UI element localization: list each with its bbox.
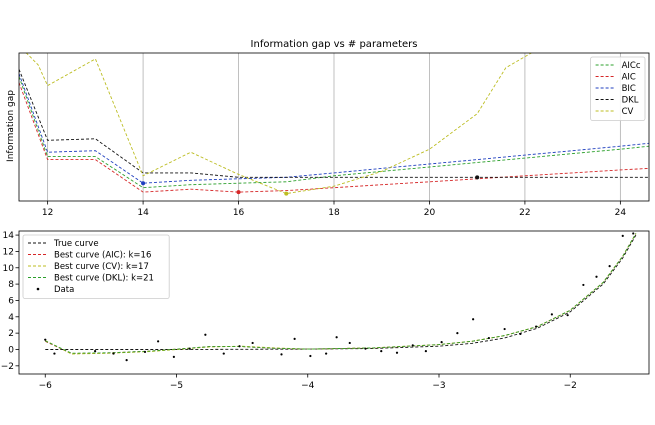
data-point: [172, 355, 175, 358]
minimum-markers: [141, 175, 480, 196]
minimum-marker: [236, 190, 241, 195]
plot-frame: [18, 230, 650, 375]
data-point: [325, 352, 328, 355]
data-point: [411, 344, 414, 347]
data-point: [380, 350, 383, 353]
x-tick-label: 14: [137, 208, 149, 218]
series-line-aic: [19, 82, 649, 193]
x-tick-label: 18: [328, 208, 340, 218]
data-point: [595, 275, 598, 278]
x-tick-label: −2: [564, 381, 577, 391]
series-line-aicc: [19, 76, 649, 189]
data-point: [348, 341, 351, 345]
y-tick-label: 0: [8, 345, 14, 355]
series-line-cv: [25, 53, 533, 195]
data-point: [503, 327, 506, 331]
data-point: [566, 314, 569, 317]
y-tick-label: 4: [8, 313, 14, 323]
data-point: [188, 347, 191, 350]
data-points: [44, 232, 635, 362]
y-tick-label: 8: [8, 280, 14, 290]
legend-label: DKL: [622, 96, 639, 106]
data-point: [621, 234, 624, 238]
legend-label: Data: [54, 285, 74, 295]
legend-label: AICc: [622, 61, 641, 71]
data-point: [364, 347, 367, 350]
data-point: [456, 332, 459, 335]
series-line-best-curve-dkl-k-21: [45, 233, 637, 354]
data-point: [487, 336, 490, 340]
legend-swatch: [36, 287, 40, 291]
data-point: [582, 283, 585, 287]
data-point: [112, 352, 115, 355]
data-point: [222, 352, 225, 355]
x-tick-label: −5: [170, 381, 183, 391]
x-tick-label: −3: [432, 381, 445, 391]
legend-box: [22, 234, 170, 299]
y-tick-label: 2: [8, 329, 14, 339]
data-point: [309, 354, 312, 358]
series-line-true-curve: [45, 234, 637, 350]
legend-label: True curve: [53, 239, 99, 249]
x-tick-label: −4: [301, 381, 315, 391]
legend-box: [590, 56, 646, 121]
y-tick-label: 12: [3, 247, 14, 257]
y-tick-label: 6: [8, 296, 14, 306]
legend-label: Best curve (DKL): k=21: [54, 274, 154, 284]
grid: [47, 53, 621, 201]
x-tick-label: 22: [519, 208, 530, 218]
data-point: [632, 232, 635, 235]
x-tick-label: −6: [39, 381, 53, 391]
data-point: [53, 352, 56, 355]
data-point: [94, 350, 97, 353]
legend-label: AIC: [622, 73, 636, 83]
data-point: [550, 313, 553, 316]
series-line-bic: [19, 73, 649, 184]
data-point: [472, 318, 475, 321]
legend-label: CV: [622, 107, 634, 117]
minimum-marker: [141, 181, 146, 186]
data-point: [424, 350, 427, 353]
curve-fit-chart: −6 −5 −4 −3 −2 −2 0 2 4 6 8 10 12 14 True curve Best …: [1, 230, 650, 391]
data-point: [519, 332, 522, 336]
data-point: [608, 265, 611, 268]
series-line-dkl: [19, 69, 649, 178]
legend-label: Best curve (CV): k=17: [54, 262, 149, 272]
series-lines: [45, 233, 637, 355]
y-tick-label: 10: [3, 264, 15, 274]
x-tick-label: 24: [615, 208, 627, 218]
x-tick-label: 16: [233, 208, 245, 218]
data-point: [143, 350, 147, 354]
legend-label: Best curve (AIC): k=16: [54, 251, 151, 261]
data-point: [125, 359, 128, 362]
data-point: [204, 333, 207, 336]
data-point: [395, 351, 399, 354]
data-point: [535, 325, 538, 328]
data-point: [44, 338, 47, 341]
data-point: [293, 337, 296, 340]
chart-title: Information gap vs # parameters: [251, 39, 418, 50]
minimum-marker: [475, 175, 480, 180]
x-tick-label: 20: [424, 208, 436, 218]
x-tick-label: 12: [42, 208, 53, 218]
y-tick-label: −2: [1, 362, 14, 372]
data-point: [251, 341, 254, 345]
info-gap-chart: Information gap vs # parameters Informat…: [6, 39, 650, 218]
y-ticks: −2 0 2 4 6 8 10 12 14: [1, 231, 19, 372]
data-point: [280, 353, 283, 356]
data-point: [335, 336, 338, 339]
data-point: [238, 345, 241, 348]
y-tick-label: 14: [3, 231, 15, 241]
legend-label: BIC: [622, 84, 636, 94]
x-ticks: −6 −5 −4 −3 −2: [39, 374, 577, 391]
x-ticks: 12 14 16 18 20 22 24: [42, 201, 626, 218]
data-point: [440, 341, 443, 344]
data-point: [157, 340, 160, 343]
y-axis-label: Information gap: [6, 90, 16, 162]
series-lines: [19, 53, 649, 195]
minimum-marker: [284, 191, 289, 196]
